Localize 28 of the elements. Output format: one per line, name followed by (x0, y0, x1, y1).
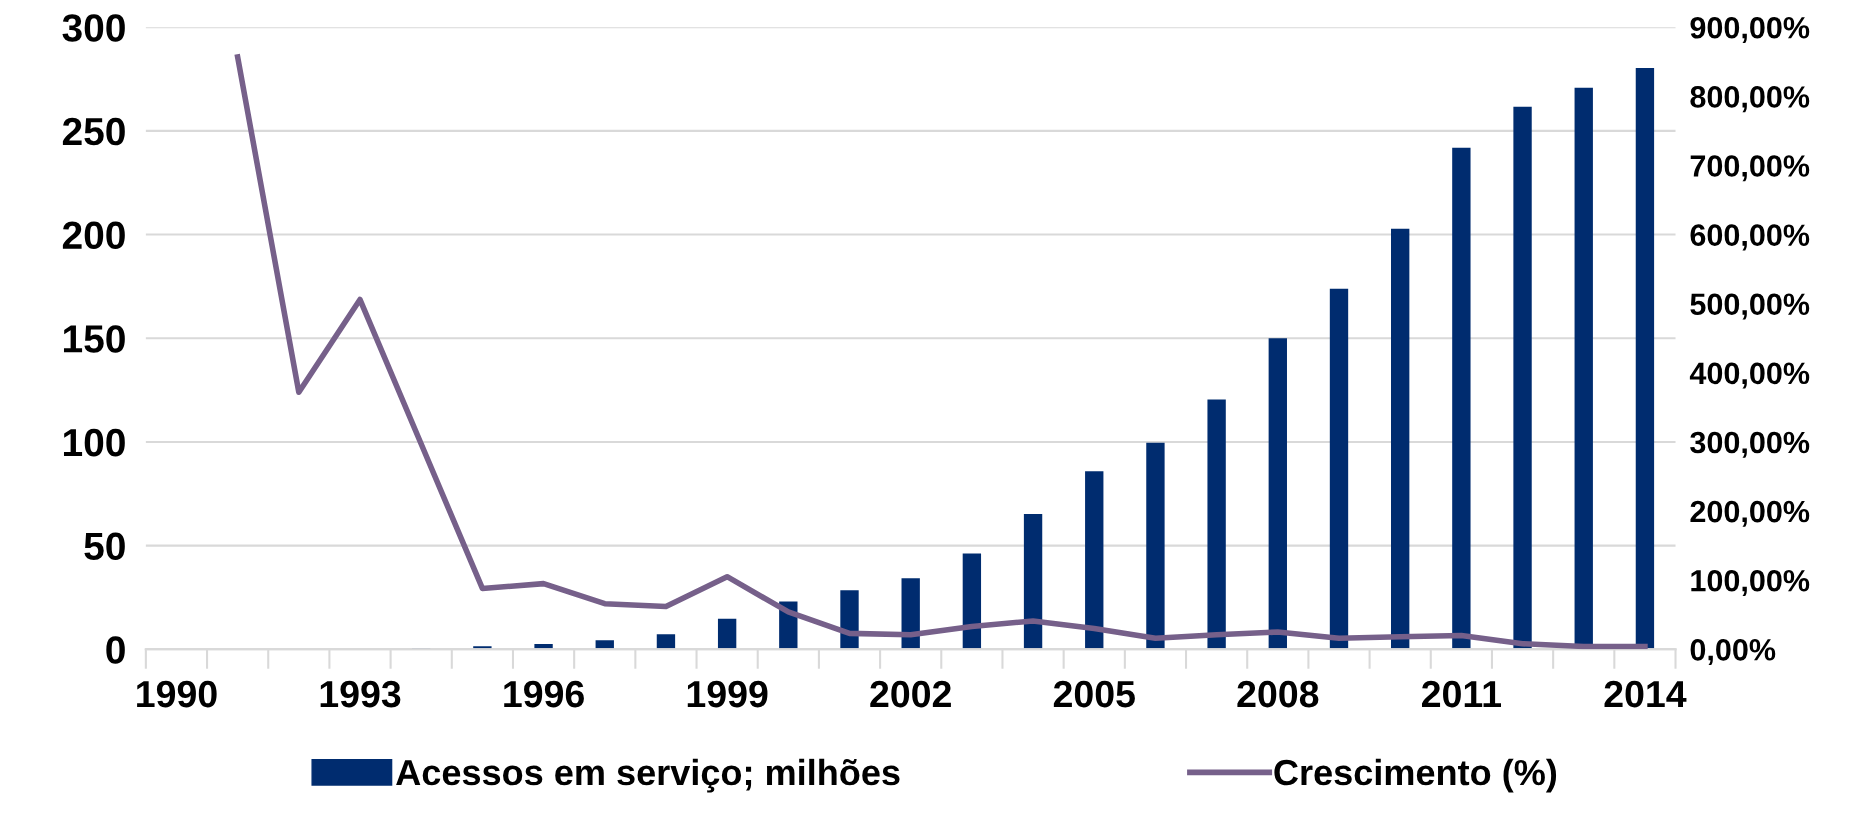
y-tick-label: 250 (62, 117, 125, 146)
legend-label: Crescimento (%) (1274, 758, 1557, 793)
y-tick-label: 150 (63, 325, 125, 353)
x-tick-label: 2008 (1237, 680, 1319, 708)
x-tick-label: 1996 (504, 680, 584, 708)
x-tick-label: 2014 (1604, 680, 1687, 708)
x-tick-label: 1990 (137, 680, 217, 708)
x-tick-label: 2005 (1053, 680, 1135, 708)
y-tick-label: 200 (62, 221, 125, 250)
x-tick-label: 2011 (1421, 680, 1502, 708)
y2-tick-label: 700,00% (1690, 155, 1810, 182)
y-tick-label: 50 (84, 532, 125, 561)
y2-tick-label: 200,00% (1690, 500, 1810, 527)
y2-tick-label: 600,00% (1690, 224, 1810, 251)
x-tick-label: 2002 (870, 680, 951, 708)
y2-tick-label: 900,00% (1690, 16, 1810, 44)
y-tick-label: 100 (63, 428, 125, 457)
y-tick-label: 0 (106, 636, 125, 664)
x-tick-label: 1999 (687, 680, 768, 708)
y2-tick-label: 400,00% (1689, 362, 1810, 389)
y-tick-label: 300 (62, 14, 125, 42)
y2-tick-label: 300,00% (1690, 431, 1810, 458)
y2-tick-label: 500,00% (1690, 293, 1810, 320)
y2-tick-label: 0,00% (1690, 639, 1776, 666)
x-tick-label: 1993 (320, 680, 401, 708)
y2-tick-label: 800,00% (1690, 86, 1810, 113)
legend-label: Acessos em serviço; milhões (396, 758, 900, 793)
y2-tick-label: 100,00% (1691, 569, 1810, 596)
